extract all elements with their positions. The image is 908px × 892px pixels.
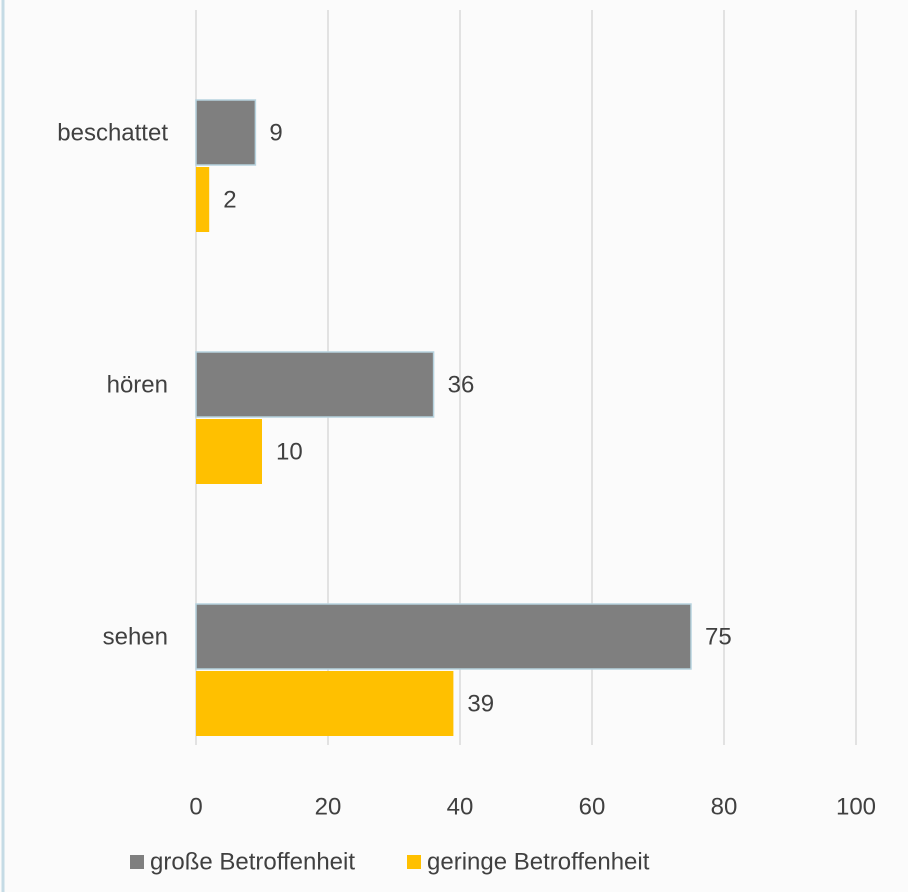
data-label: 39 xyxy=(467,690,494,717)
data-label: 10 xyxy=(276,438,303,465)
x-tick-label: 100 xyxy=(836,793,876,820)
bar xyxy=(196,419,262,484)
legend-swatch xyxy=(407,855,421,869)
y-tick-label: hören xyxy=(107,371,168,398)
legend-label: große Betroffenheit xyxy=(150,848,355,875)
x-tick-label: 0 xyxy=(189,793,202,820)
data-label: 75 xyxy=(705,623,732,650)
bar xyxy=(195,99,257,166)
x-tick-label: 80 xyxy=(711,793,738,820)
legend-swatch xyxy=(130,855,144,869)
x-tick-label: 60 xyxy=(579,793,606,820)
bar xyxy=(195,351,435,418)
y-tick-label: beschattet xyxy=(57,119,168,146)
data-label: 36 xyxy=(448,371,475,398)
bar xyxy=(196,167,210,232)
legend-label: geringe Betroffenheit xyxy=(427,848,650,875)
bar xyxy=(196,671,454,736)
data-label: 2 xyxy=(223,186,236,213)
data-label: 9 xyxy=(269,119,282,146)
x-tick-label: 40 xyxy=(447,793,474,820)
y-tick-label: sehen xyxy=(103,623,168,650)
bar xyxy=(195,603,692,670)
x-tick-label: 20 xyxy=(315,793,342,820)
